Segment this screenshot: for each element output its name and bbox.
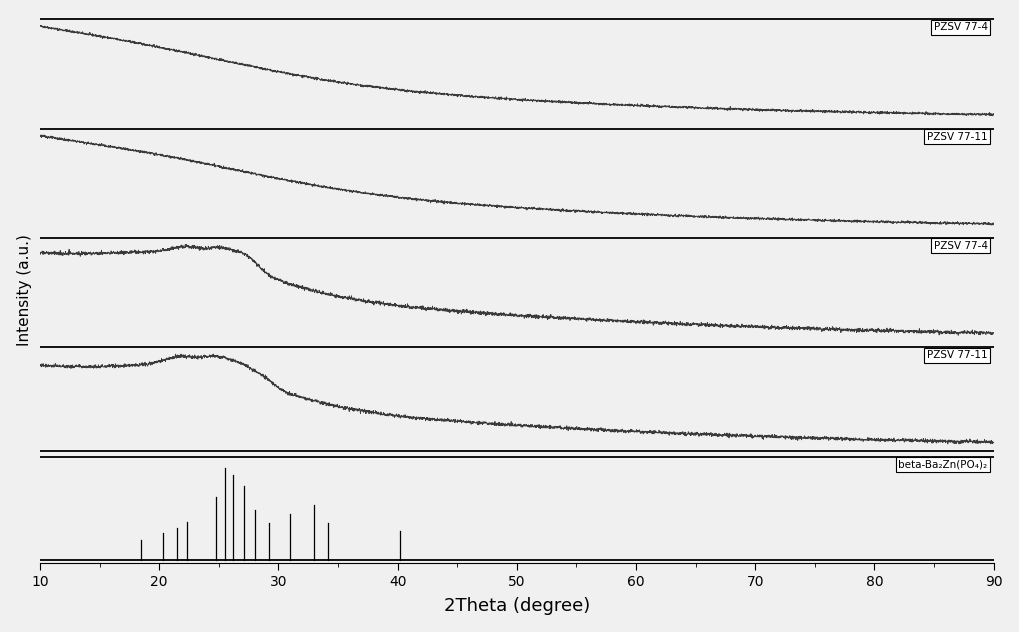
Text: PZSV 77-11: PZSV 77-11 [927, 131, 987, 142]
X-axis label: 2Theta (degree): 2Theta (degree) [443, 597, 590, 616]
Text: beta-Ba₂Zn(PO₄)₂: beta-Ba₂Zn(PO₄)₂ [899, 459, 987, 470]
Text: PZSV 77-4: PZSV 77-4 [933, 22, 987, 32]
Text: PZSV 77-11: PZSV 77-11 [927, 350, 987, 360]
Y-axis label: Intensity (a.u.): Intensity (a.u.) [16, 234, 32, 346]
Text: PZSV 77-4: PZSV 77-4 [933, 241, 987, 251]
